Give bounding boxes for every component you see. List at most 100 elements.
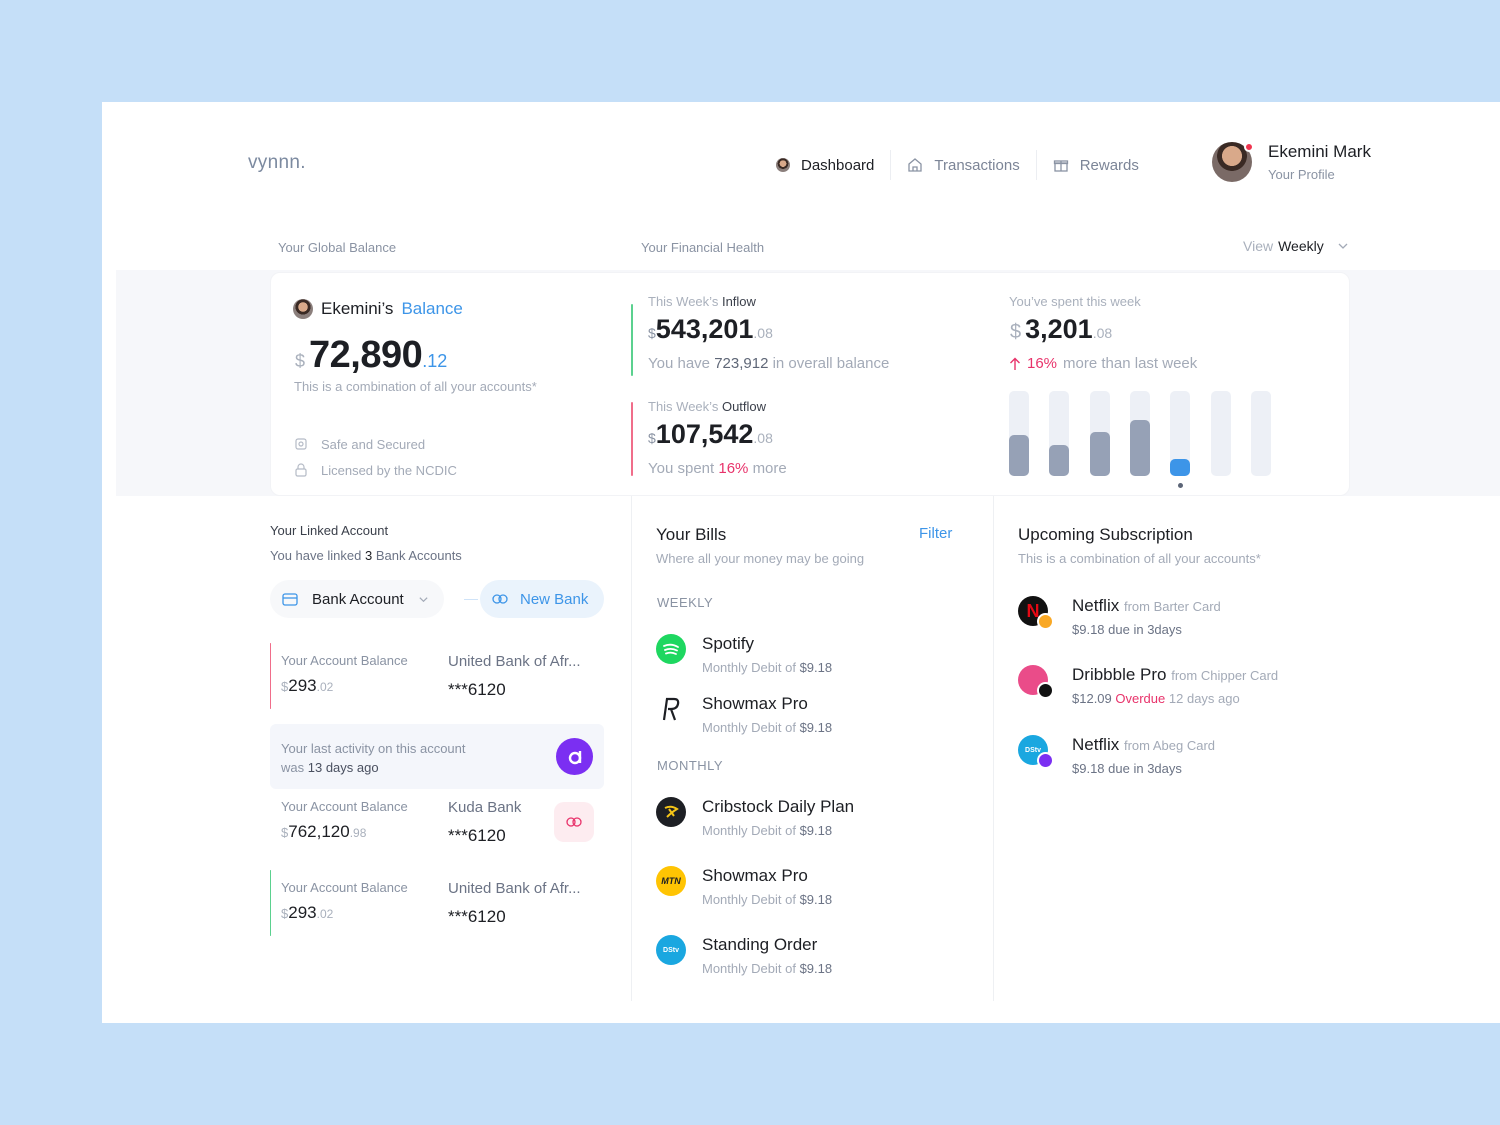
kuda-logo-icon[interactable] (556, 738, 593, 775)
subscription-due: due in 3days (1108, 761, 1182, 776)
activity-line1: Your last activity on this account (281, 741, 466, 756)
nav-dashboard[interactable]: Dashboard (760, 151, 890, 179)
subscription-amount: $12.09 (1072, 691, 1112, 706)
bill-amount: $9.18 (799, 892, 833, 907)
balance-owner: Ekemini’s (321, 299, 394, 318)
inflow-note-value: 723,912 (714, 355, 769, 372)
subscription-status: Overdue (1115, 691, 1166, 706)
dribbble-icon (1018, 665, 1054, 701)
bill-item[interactable]: MTN Showmax Pro Monthly Debit of $9.18 (656, 866, 832, 907)
subscription-name: Netflix (1072, 596, 1120, 615)
inflow-currency: $ (648, 325, 656, 341)
subscriptions-title: Upcoming Subscription (1018, 525, 1193, 544)
spending-bar[interactable] (1049, 391, 1070, 476)
bill-item[interactable]: Spotify Monthly Debit of $9.18 (656, 634, 832, 675)
spending-bar[interactable] (1089, 391, 1110, 476)
bill-item[interactable]: DStv Standing Order Monthly Debit of $9.… (656, 935, 832, 976)
account-balance: $ 293 .02 (281, 903, 333, 923)
inflow-label-prefix: This Week’s (648, 294, 719, 309)
account-bank-name: United Bank of Afr... (448, 653, 581, 670)
spending-bar[interactable] (1170, 391, 1191, 476)
showmax-icon (656, 694, 686, 724)
activity-line2-value: 13 days ago (307, 760, 379, 775)
spent-change: 16% more than last week (1009, 355, 1197, 372)
subscription-item[interactable]: DStv Netflix from Abeg Card $9.18 due in… (1018, 735, 1215, 776)
spending-bar[interactable] (1250, 391, 1271, 476)
spending-bar[interactable] (1009, 391, 1029, 476)
account-number: ***6120 (448, 680, 506, 699)
activity-text: Your last activity on this account was 1… (281, 739, 466, 777)
new-bank-button[interactable]: New Bank (480, 580, 604, 618)
bill-amount: $9.18 (799, 720, 833, 735)
inflow-note-suffix: in overall balance (772, 355, 890, 372)
account-cents: .02 (316, 907, 334, 921)
activity-line2-prefix: was (281, 760, 305, 775)
account-cents: .02 (316, 680, 334, 694)
account-bank-name: United Bank of Afr... (448, 880, 581, 897)
kuda-icon (568, 750, 581, 764)
outflow-note-suffix: more (752, 460, 787, 477)
dstv-icon: DStv (1018, 735, 1054, 771)
bank-account-dropdown[interactable]: Bank Account (270, 580, 444, 618)
inflow-label-main: Inflow (721, 294, 756, 309)
netflix-icon: N (1018, 596, 1054, 632)
bill-debit-prefix: Monthly Debit of (702, 961, 796, 976)
inflow-accent (631, 304, 633, 376)
outflow-note-value: 16% (718, 460, 749, 477)
notification-dot (1244, 142, 1254, 152)
balance-cents: .12 (422, 351, 448, 371)
account-cents: .98 (349, 826, 367, 840)
linked-sub-suffix: Bank Accounts (375, 548, 462, 563)
spent-change-value: 16% (1027, 355, 1058, 372)
column-divider (993, 496, 994, 1001)
linked-title: Your Linked Account (270, 523, 389, 538)
balance-label: Balance (401, 299, 463, 318)
subscription-amount: $9.18 (1072, 622, 1105, 637)
account-amount: 293 (288, 903, 317, 922)
bill-name: Cribstock Daily Plan (702, 797, 855, 816)
bill-item[interactable]: Showmax Pro Monthly Debit of $9.18 (656, 694, 832, 735)
bills-filter-button[interactable]: Filter (919, 525, 953, 542)
bill-name: Showmax Pro (702, 694, 808, 713)
nav-dashboard-label: Dashboard (801, 156, 875, 174)
spending-bar-fill (1170, 459, 1191, 476)
spending-bar[interactable] (1210, 391, 1231, 476)
bill-amount: $9.18 (799, 961, 833, 976)
card-icon (282, 592, 298, 606)
outflow-note-prefix: You spent (648, 460, 715, 477)
spent-value: 3,201 (1025, 314, 1093, 344)
profile-name: Ekemini Mark (1268, 142, 1371, 161)
monthly-heading: MONTHLY (657, 758, 724, 773)
inflow-note-prefix: You have (648, 355, 711, 372)
account-number: ***6120 (448, 907, 506, 926)
spending-bar[interactable] (1129, 391, 1150, 476)
link-icon (566, 817, 582, 827)
financial-health-heading: Your Financial Health (641, 240, 765, 255)
nav-rewards[interactable]: Rewards (1037, 151, 1155, 179)
activity-banner (270, 724, 604, 789)
spent-label: You’ve spent this week (1009, 294, 1141, 309)
bank-account-label: Bank Account (312, 590, 404, 608)
brand-logo[interactable]: vynnn. (248, 152, 306, 173)
avatar (1212, 142, 1254, 182)
avatar (293, 299, 313, 319)
linked-sub-prefix: You have linked (270, 548, 362, 563)
subscription-item[interactable]: N Netflix from Barter Card $9.18 due in … (1018, 596, 1221, 637)
inflow-cents: .08 (753, 325, 773, 341)
outflow-value: 107,542 (655, 419, 754, 449)
nav-transactions[interactable]: Transactions (891, 151, 1035, 179)
user-avatar-icon (776, 158, 790, 172)
subscription-name: Dribbble Pro (1072, 665, 1167, 684)
profile-menu[interactable]: Ekemini Mark Your Profile (1212, 142, 1371, 182)
spent-change-suffix: more than last week (1063, 355, 1198, 372)
nav-rewards-label: Rewards (1079, 156, 1139, 174)
account-currency: $ (281, 906, 289, 921)
unlink-button[interactable] (554, 802, 594, 842)
outflow-label-main: Outflow (721, 399, 767, 414)
card-badge-icon (1037, 613, 1054, 630)
mtn-icon: MTN (656, 866, 686, 896)
feature-licensed-label: Licensed by the NCDIC (321, 462, 457, 478)
bill-item[interactable]: Cribstock Daily Plan Monthly Debit of $9… (656, 797, 854, 838)
subscription-item[interactable]: Dribbble Pro from Chipper Card $12.09 Ov… (1018, 665, 1278, 706)
view-period-dropdown[interactable]: View Weekly (1243, 238, 1349, 254)
